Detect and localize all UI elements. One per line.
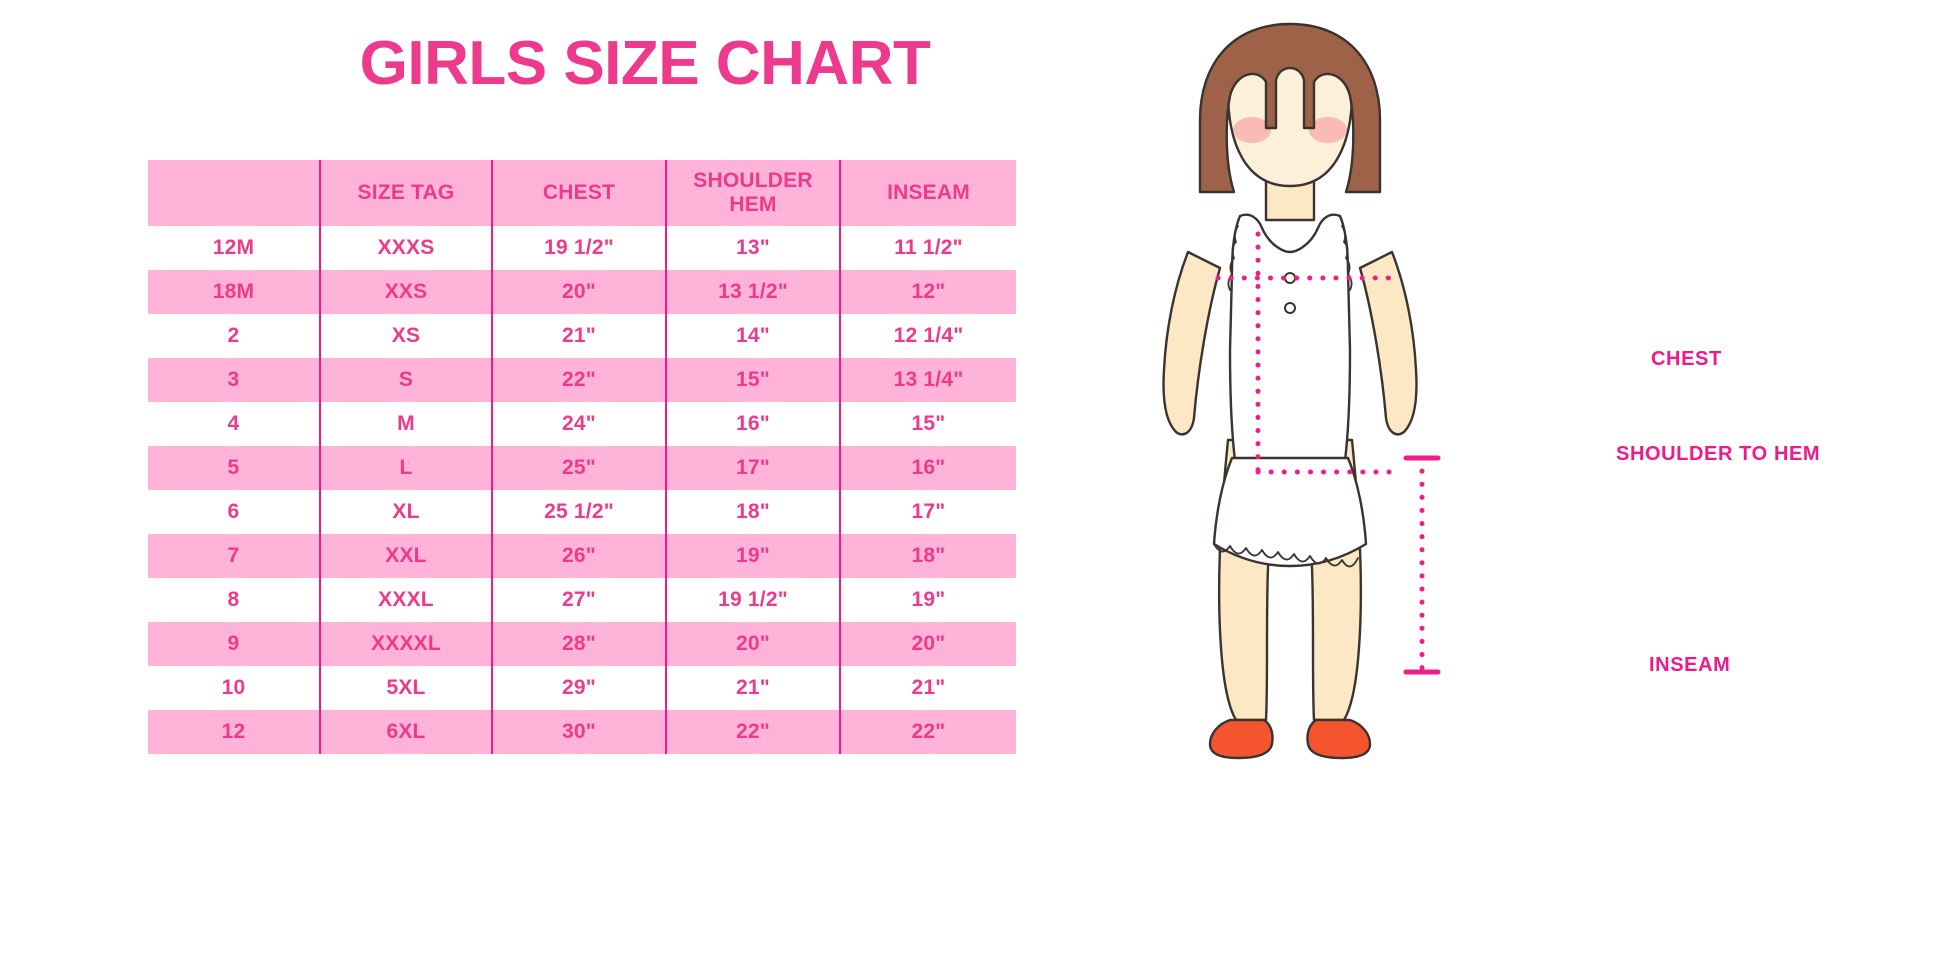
cell-inseam: 15" — [839, 402, 1016, 446]
cell-size: 10 — [148, 666, 320, 710]
column-header-size — [148, 160, 320, 226]
cell-shoulder-hem: 19" — [665, 534, 840, 578]
cell-size: 8 — [148, 578, 320, 622]
cell-chest: 19 1/2" — [491, 226, 666, 270]
cell-inseam: 13 1/4" — [839, 358, 1016, 402]
cell-chest: 24" — [491, 402, 666, 446]
cell-inseam: 12" — [839, 270, 1016, 314]
column-header-chest: CHEST — [491, 160, 666, 226]
cell-size: 4 — [148, 402, 320, 446]
callout-label-shoulder-to-hem: SHOULDER TO HEM — [1616, 443, 1821, 465]
cell-chest: 27" — [491, 578, 666, 622]
table-row: 7 XXL 26" 19" 18" — [148, 534, 1016, 578]
cell-size-tag: XXXXL — [319, 622, 492, 666]
table-row: 10 5XL 29" 21" 21" — [148, 666, 1016, 710]
cell-size: 6 — [148, 490, 320, 534]
table-row: 12 6XL 30" 22" 22" — [148, 710, 1016, 754]
cell-chest: 25" — [491, 446, 666, 490]
cell-inseam: 19" — [839, 578, 1016, 622]
girl-figure-illustration — [1090, 20, 1490, 760]
cell-chest: 21" — [491, 314, 666, 358]
cell-chest: 22" — [491, 358, 666, 402]
page-title: GIRLS SIZE CHART — [359, 29, 931, 98]
table-row: 6 XL 25 1/2" 18" 17" — [148, 490, 1016, 534]
cell-shoulder-hem: 13 1/2" — [665, 270, 840, 314]
table-body: 12M XXXS 19 1/2" 13" 11 1/2" 18M XXS 20" 13 1/2"… — [148, 226, 1016, 754]
cell-size: 7 — [148, 534, 320, 578]
table-row: 5 L 25" 17" 16" — [148, 446, 1016, 490]
cell-size: 18M — [148, 270, 320, 314]
column-header-size-tag: SIZE TAG — [319, 160, 492, 226]
cell-shoulder-hem: 14" — [665, 314, 840, 358]
cell-inseam: 21" — [839, 666, 1016, 710]
table-row: 8 XXXL 27" 19 1/2" 19" — [148, 578, 1016, 622]
table-row: 9 XXXXL 28" 20" 20" — [148, 622, 1016, 666]
cell-size: 3 — [148, 358, 320, 402]
cell-size-tag: S — [319, 358, 492, 402]
cell-inseam: 18" — [839, 534, 1016, 578]
table-row: 12M XXXS 19 1/2" 13" 11 1/2" — [148, 226, 1016, 270]
table-row: 4 M 24" 16" 15" — [148, 402, 1016, 446]
cell-size-tag: XXXL — [319, 578, 492, 622]
cell-chest: 28" — [491, 622, 666, 666]
cell-shoulder-hem: 22" — [665, 710, 840, 754]
cell-size-tag: XS — [319, 314, 492, 358]
cell-chest: 26" — [491, 534, 666, 578]
cell-shoulder-hem: 18" — [665, 490, 840, 534]
table-row: 2 XS 21" 14" 12 1/4" — [148, 314, 1016, 358]
column-header-inseam: INSEAM — [839, 160, 1016, 226]
cell-size: 5 — [148, 446, 320, 490]
cell-shoulder-hem: 20" — [665, 622, 840, 666]
cell-shoulder-hem: 19 1/2" — [665, 578, 840, 622]
cell-size: 9 — [148, 622, 320, 666]
table-header-row: SIZE TAG CHEST SHOULDER HEM INSEAM — [148, 160, 1016, 226]
cell-chest: 20" — [491, 270, 666, 314]
size-table-container: SIZE TAG CHEST SHOULDER HEM INSEAM 12M XX… — [148, 160, 1016, 754]
cell-inseam: 16" — [839, 446, 1016, 490]
column-header-shoulder-hem: SHOULDER HEM — [665, 160, 840, 226]
table-header: SIZE TAG CHEST SHOULDER HEM INSEAM — [148, 160, 1016, 226]
cell-chest: 30" — [491, 710, 666, 754]
table-row: 18M XXS 20" 13 1/2" 12" — [148, 270, 1016, 314]
cell-size: 12 — [148, 710, 320, 754]
cell-shoulder-hem: 13" — [665, 226, 840, 270]
cell-shoulder-hem: 17" — [665, 446, 840, 490]
cell-inseam: 22" — [839, 710, 1016, 754]
cell-size-tag: XL — [319, 490, 492, 534]
cell-chest: 29" — [491, 666, 666, 710]
cell-shoulder-hem: 16" — [665, 402, 840, 446]
cell-inseam: 12 1/4" — [839, 314, 1016, 358]
cell-size-tag: XXL — [319, 534, 492, 578]
cell-size-tag: 5XL — [319, 666, 492, 710]
size-table: SIZE TAG CHEST SHOULDER HEM INSEAM 12M XX… — [148, 160, 1016, 754]
cell-size-tag: XXXS — [319, 226, 492, 270]
table-row: 3 S 22" 15" 13 1/4" — [148, 358, 1016, 402]
cell-inseam: 17" — [839, 490, 1016, 534]
cell-size: 2 — [148, 314, 320, 358]
cell-shoulder-hem: 15" — [665, 358, 840, 402]
cell-size-tag: L — [319, 446, 492, 490]
callout-label-inseam: INSEAM — [1649, 654, 1731, 676]
cell-size-tag: 6XL — [319, 710, 492, 754]
cell-size-tag: M — [319, 402, 492, 446]
cell-size-tag: XXS — [319, 270, 492, 314]
callout-label-chest: CHEST — [1651, 348, 1722, 370]
cell-inseam: 20" — [839, 622, 1016, 666]
cell-size: 12M — [148, 226, 320, 270]
cell-chest: 25 1/2" — [491, 490, 666, 534]
cell-inseam: 11 1/2" — [839, 226, 1016, 270]
cell-shoulder-hem: 21" — [665, 666, 840, 710]
